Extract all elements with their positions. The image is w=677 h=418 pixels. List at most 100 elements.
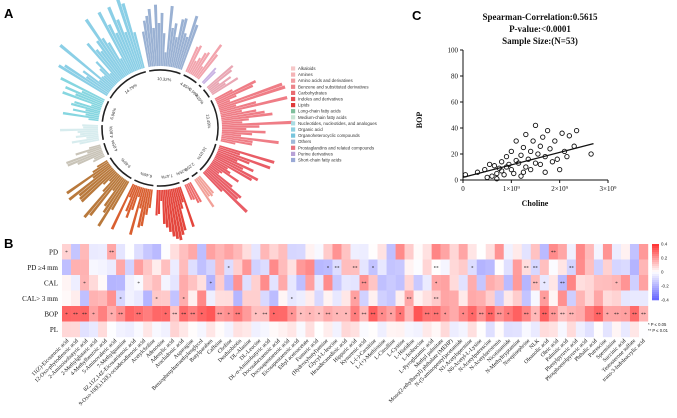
heatmap-cell [611,306,622,322]
data-point [518,173,524,179]
y-tick-label: 20 [451,151,459,159]
heatmap-cell [503,259,513,276]
heatmap-cell [620,321,631,338]
scatter-pvalue: P-value:<0.0001 [509,24,571,34]
heatmap-cell [422,275,432,291]
metabolite-bar [221,118,249,123]
data-point [513,138,519,144]
heatmap-cell [296,306,306,322]
legend-label: Purine derivatives [298,151,334,156]
metabolite-bar [99,68,117,86]
colorbar-step [652,248,659,251]
heatmap-cell [80,306,90,322]
heatmap-cell [476,321,486,338]
data-point [549,159,556,165]
heatmap-cell [440,244,450,260]
significance-marker: ** [407,297,413,302]
metabolite-bar [98,79,112,91]
heatmap-cell [323,321,333,338]
heatmap-cell [233,244,243,260]
heatmap-cell [251,259,261,276]
metabolite-bar [204,170,248,213]
heatmap-cell [71,321,81,338]
heatmap-cell [116,244,126,260]
significance-marker: * [615,282,618,287]
metabolite-bar [124,31,140,70]
category-arc [109,157,132,180]
legend-swatch [291,145,296,150]
significance-marker: * [534,313,537,318]
metabolite-bar [137,188,148,228]
colorbar-step [652,254,659,257]
metabolite-bar [74,101,101,111]
data-point [554,156,560,162]
heatmap-cell [179,259,189,276]
significance-marker: ** [497,313,503,318]
heatmap-cell [593,259,604,276]
heatmap-cell [476,244,486,260]
heatmap-cell [134,321,144,338]
category-arc [156,181,180,187]
legend-swatch [291,121,296,126]
significance-marker: ** [560,313,566,318]
significance-marker: * [318,313,321,318]
heatmap-cell [170,306,180,322]
heatmap-cell [521,244,531,260]
metabolite-bar [221,121,243,125]
colorbar-step [652,292,659,295]
heatmap-cell [386,259,396,276]
heatmap-cell [242,306,252,322]
heatmap-cell [215,306,225,322]
heatmap-cell [215,259,225,276]
data-point [530,138,536,144]
heatmap-cell [413,321,423,338]
heatmap-cell [269,290,279,307]
heatmap-cell [332,321,342,338]
heatmap-cell [89,290,99,307]
heatmap-cell [557,244,568,260]
heatmap-cell [80,290,90,307]
legend-swatch [291,133,296,138]
metabolite-bar [60,128,99,132]
heatmap-cell [431,259,441,276]
heatmap-cell [116,321,126,338]
heatmap-cell [539,275,550,291]
metabolite-bar [218,146,241,156]
heatmap-cell [422,259,432,276]
data-point [508,148,514,155]
heatmap-cell [377,290,387,307]
significance-marker: * [309,313,312,318]
heatmap-cell [359,290,369,307]
heatmap-cell [305,275,315,291]
heatmap-cell [494,259,504,276]
heatmap-cell [422,306,432,322]
significance-marker: ** [362,313,368,318]
heatmap-cell [449,290,459,307]
metabolite-bar [190,57,201,75]
metabolite-bar [219,101,257,113]
metabolite-bar [70,102,101,113]
heatmap-cell [539,259,550,276]
significance-marker: * [381,313,384,318]
heatmap-cell [557,306,568,322]
heatmap-cell [206,259,216,276]
significance-marker: * [164,313,167,318]
significance-marker: ** [262,313,268,318]
legend-swatch [291,151,296,156]
metabolite-bar [172,188,185,236]
category-arc [210,99,219,141]
metabolite-bar [96,159,108,168]
metabolite-bar [187,182,200,204]
heatmap-cell [494,321,504,338]
heatmap-cell [548,244,559,260]
data-point [540,134,546,140]
significance-marker: ** [73,313,79,318]
heatmap-cell [620,275,631,291]
metabolite-bar [92,161,109,174]
significance-marker: * [354,297,357,302]
significance-marker: * [543,297,546,302]
significance-marker: ** [560,282,566,287]
heatmap-cell [62,321,72,338]
heatmap-cell [395,259,405,276]
data-point [484,174,490,181]
